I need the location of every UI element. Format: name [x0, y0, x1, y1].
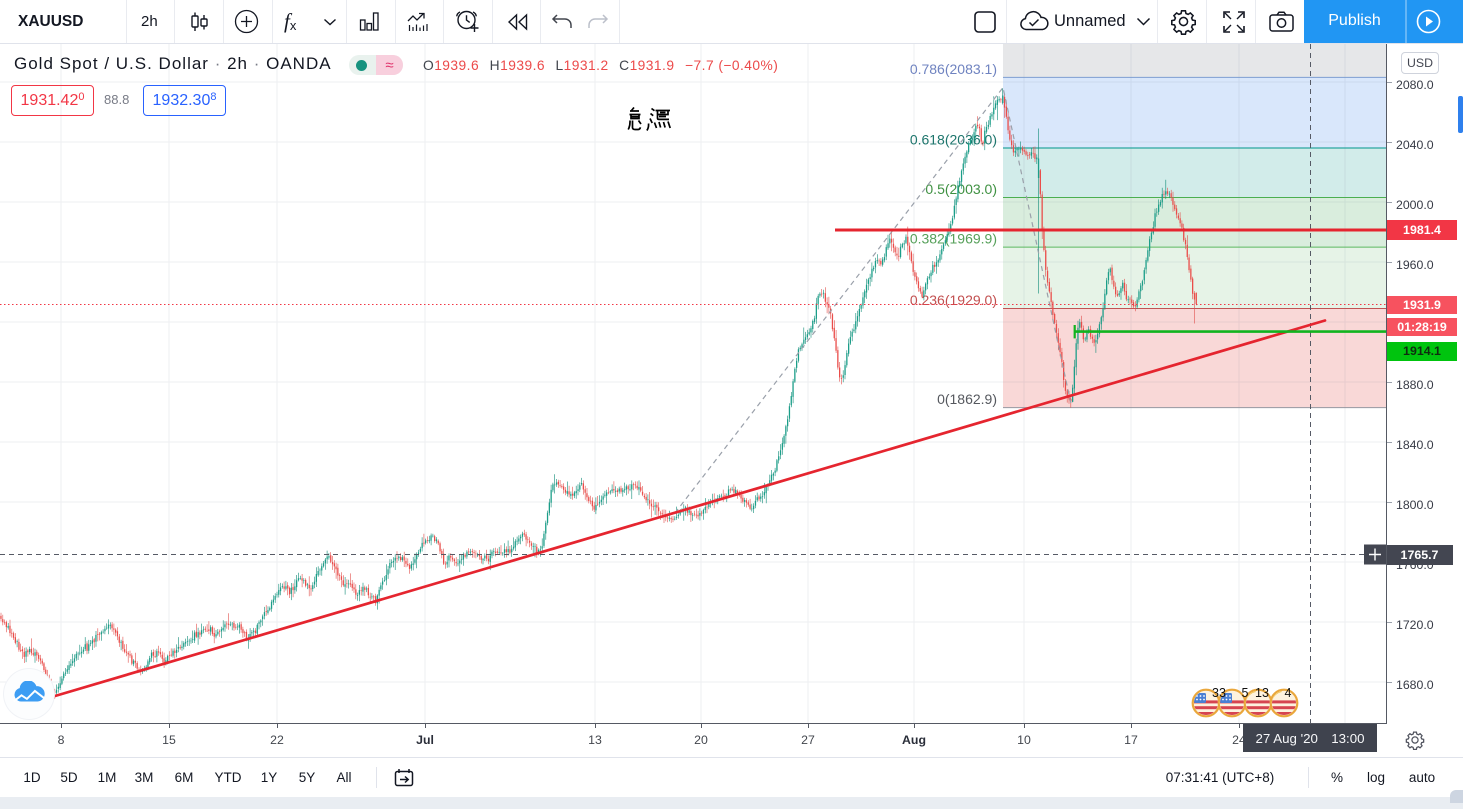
svg-text:0.382(1969.9): 0.382(1969.9) — [910, 231, 997, 247]
svg-text:0.618(2036.0): 0.618(2036.0) — [910, 132, 997, 148]
svg-text:0.5(2003.0): 0.5(2003.0) — [925, 181, 997, 197]
svg-text:0(1862.9): 0(1862.9) — [937, 391, 997, 407]
svg-text:0.236(1929.0): 0.236(1929.0) — [910, 292, 997, 308]
svg-text:0.786(2083.1): 0.786(2083.1) — [910, 61, 997, 77]
